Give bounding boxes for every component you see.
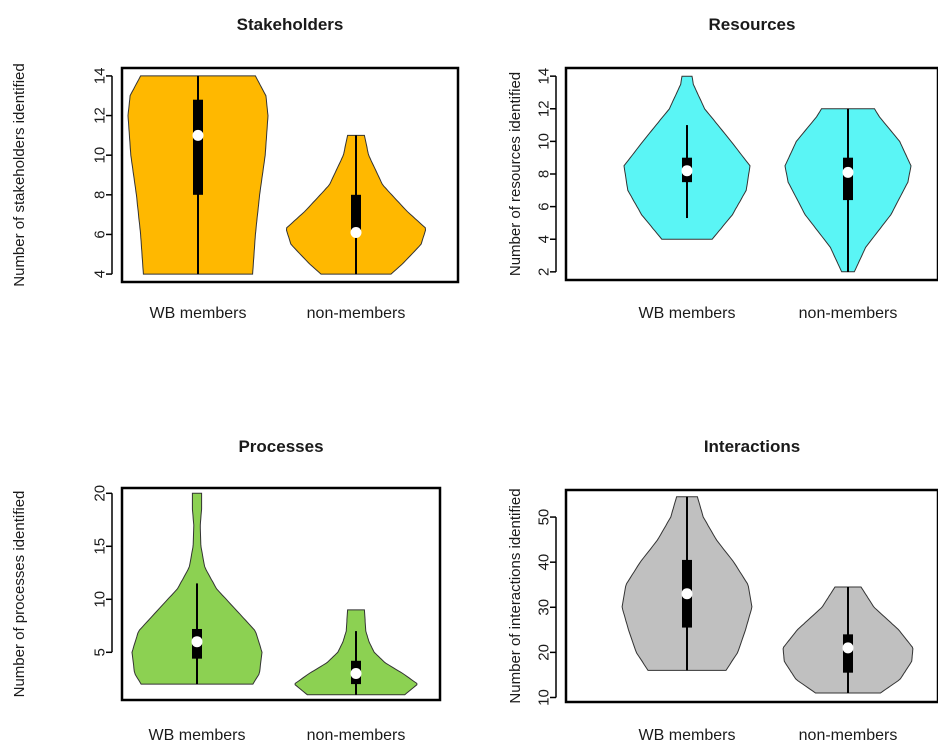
stakeholders-plot-frame [120,66,460,284]
processes-median-dot-0 [191,636,203,648]
processes-x-tick-label-1: non-members [307,727,406,744]
interactions-iqr-box-1 [843,634,853,673]
stakeholders-y-tick-label-1: 6 [92,230,109,238]
processes-y-tick-label-0: 5 [92,648,109,656]
stakeholders-median-dot-0 [192,129,204,141]
resources-y-axis-label: Number of resources identified [507,72,524,276]
interactions-y-tick-label-0: 10 [536,689,553,706]
panel-resources: Resources Number of resources identified W… [507,15,938,322]
stakeholders-title: Stakeholders [237,15,344,34]
panel-stakeholders: Stakeholders Number of stakeholders ident… [11,15,460,322]
panel-processes: Processes Number of processes identified W… [11,437,442,744]
interactions-y-tick-label-1: 20 [536,644,553,661]
interactions-x-tick-label-0: WB members [639,727,736,744]
resources-x-tick-label-1: non-members [799,305,898,322]
interactions-median-dot-0 [681,588,693,600]
stakeholders-x-tick-label-1: non-members [307,305,406,322]
resources-iqr-box-1 [843,157,853,201]
stakeholders-y-tick-label-5: 14 [92,68,109,85]
resources-y-tick-label-2: 6 [536,202,553,210]
interactions-y-axis-label: Number of interactions identified [507,488,524,703]
resources-plot-frame [564,66,938,282]
stakeholders-y-tick-label-0: 4 [92,270,109,278]
resources-median-dot-0 [681,165,693,177]
processes-x-tick-label-0: WB members [149,727,246,744]
panel-interactions: Interactions Number of interactions ident… [507,437,938,744]
processes-median-dot-1 [350,668,362,679]
interactions-title: Interactions [704,437,800,456]
stakeholders-median-dot-1 [350,226,362,238]
stakeholders-y-tick-label-4: 12 [92,107,109,124]
interactions-median-dot-1 [842,642,854,654]
resources-y-tick-label-0: 2 [536,268,553,276]
resources-title: Resources [709,15,796,34]
interactions-y-tick-label-3: 40 [536,554,553,571]
stakeholders-y-tick-label-2: 8 [92,191,109,199]
stakeholders-iqr-box-0 [193,99,203,195]
resources-y-tick-label-6: 14 [536,68,553,85]
interactions-x-tick-label-1: non-members [799,727,898,744]
stakeholders-iqr-box-1 [351,194,361,233]
processes-title: Processes [238,437,323,456]
resources-y-tick-label-5: 12 [536,100,553,117]
processes-y-tick-label-2: 15 [92,538,109,555]
resources-y-tick-label-4: 10 [536,133,553,150]
interactions-y-tick-label-2: 30 [536,599,553,616]
interactions-plot-frame [564,488,938,704]
resources-y-tick-label-3: 8 [536,170,553,178]
resources-median-dot-1 [842,166,854,178]
resources-y-tick-label-1: 4 [536,235,553,243]
stakeholders-y-axis-label: Number of stakeholders identified [11,63,28,286]
processes-y-tick-label-3: 20 [92,485,109,502]
stakeholders-y-tick-label-3: 10 [92,147,109,164]
processes-y-tick-label-1: 10 [92,591,109,608]
stakeholders-x-tick-label-0: WB members [150,305,247,322]
processes-plot-frame [120,486,442,702]
interactions-y-tick-label-4: 50 [536,509,553,526]
processes-y-axis-label: Number of processes identified [11,491,28,698]
resources-x-tick-label-0: WB members [639,305,736,322]
